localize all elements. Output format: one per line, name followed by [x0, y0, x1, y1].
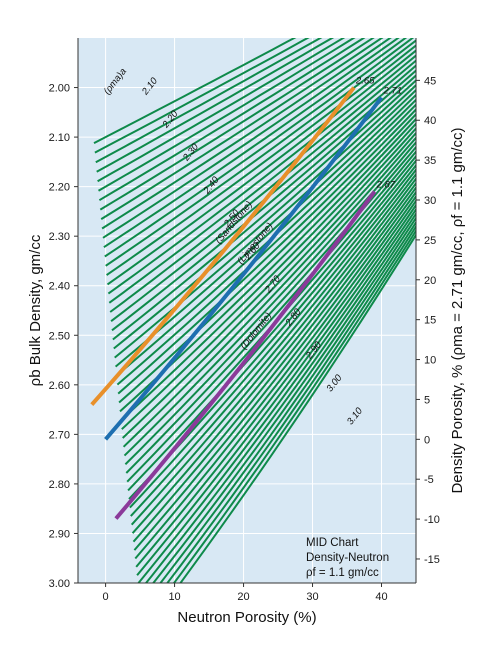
- y-tick-label-right: 15: [424, 315, 436, 327]
- matrix-density-curve: [116, 103, 416, 386]
- matrix-density-curve: [123, 140, 416, 457]
- matrix-density-curve: [135, 199, 416, 568]
- matrix-density-curve: [117, 108, 416, 395]
- x-tick-label: 0: [103, 591, 109, 603]
- lithology-lines: [90, 86, 384, 520]
- matrix-density-curve: [106, 49, 416, 286]
- y-tick-label-right: 45: [424, 75, 436, 87]
- matrix-density-curve: [113, 83, 416, 350]
- y-tick-label-left: 2.30: [49, 231, 70, 243]
- y-tick-label-right: 5: [424, 394, 430, 406]
- y-tick-label-left: 2.10: [49, 132, 70, 144]
- y-tick-label-left: 3.00: [49, 578, 70, 590]
- y-tick-label-right: -15: [424, 554, 440, 566]
- matrix-density-curve: [122, 131, 416, 439]
- matrix-density-curve: [179, 233, 416, 583]
- matrix-density-curve: [118, 112, 416, 404]
- lithology-density-label: 2.71: [383, 85, 403, 96]
- y-tick-label-right: 10: [424, 355, 436, 367]
- matrix-density-curve: [144, 211, 416, 583]
- matrix-density-curve: [103, 38, 408, 249]
- y-tick-label-right: 35: [424, 155, 436, 167]
- y-tick-label-left: 2.60: [49, 380, 70, 392]
- note-line-1: MID Chart: [306, 537, 359, 549]
- matrix-density-curve: [94, 38, 310, 154]
- matrix-density-curve: [106, 44, 416, 276]
- matrix-density-curve: [166, 224, 416, 583]
- x-tick-label: 40: [375, 591, 387, 603]
- axes: 0 10 20 30 40 2.00 2.10 2.20 2.30 2.40 2.50 2.60 2.7…: [49, 38, 440, 603]
- matrix-density-curve: [125, 150, 416, 474]
- matrix-density-curve: [131, 181, 416, 534]
- matrix-density-curve: [152, 216, 416, 583]
- matrix-density-curve: [93, 38, 297, 144]
- matrix-density-curve: [130, 177, 416, 526]
- matrix-density-curve: [97, 38, 346, 183]
- x-axis-label: Neutron Porosity (%): [177, 609, 316, 626]
- matrix-density-curve: [98, 38, 366, 202]
- matrix-density-curve: [129, 168, 416, 509]
- y-tick-label-right: 25: [424, 235, 436, 247]
- matrix-density-curve: [97, 38, 356, 192]
- matrix-density-curve: [112, 79, 416, 341]
- note-line-3: ρf = 1.1 gm/cc: [306, 567, 379, 579]
- y-tick-label-right: -10: [424, 514, 440, 526]
- lithology-line-dolomite: [114, 190, 377, 520]
- y-axis-label-left: ρb Bulk Density, gm/cc: [27, 234, 44, 386]
- matrix-density-curve: [127, 159, 416, 492]
- lithology-density-label: 2.65: [355, 76, 375, 87]
- matrix-density-curve: [159, 220, 416, 583]
- matrix-density-curve: [136, 203, 416, 576]
- y-tick-label-left: 2.70: [49, 429, 70, 441]
- matrix-density-curve: [95, 38, 323, 164]
- x-tick-label: 10: [168, 591, 180, 603]
- y-tick-label-left: 2.40: [49, 281, 70, 293]
- matrix-density-curve: [122, 136, 416, 448]
- matrix-density-curve: [132, 186, 416, 543]
- matrix-density-curve: [96, 38, 335, 173]
- matrix-density-curve: [172, 228, 416, 583]
- y-tick-label-left: 2.20: [49, 182, 70, 194]
- y-tick-label-left: 2.50: [49, 330, 70, 342]
- lithology-line-sandstone: [90, 86, 356, 406]
- matrix-density-curve: [107, 54, 416, 295]
- matrix-density-curve: [105, 39, 416, 267]
- matrix-density-curve: [111, 74, 416, 332]
- matrix-density-curve: [99, 38, 375, 211]
- y-tick-label-right: 0: [424, 434, 430, 446]
- lithology-density-label: 2.87: [376, 180, 396, 191]
- matrix-density-curve: [104, 38, 415, 258]
- matrix-density-curve: [102, 38, 400, 239]
- matrix-density-curve: [120, 122, 416, 422]
- matrix-density-curve: [137, 207, 416, 583]
- matrix-density-curve: [100, 38, 384, 220]
- matrix-density-curve: [101, 38, 392, 230]
- note-line-2: Density-Neutron: [306, 552, 389, 564]
- y-axis-label-right: Density Porosity, % (ρma = 2.71 gm/cc, ρ…: [449, 127, 466, 493]
- matrix-density-curve: [121, 126, 416, 430]
- y-tick-label-left: 2.80: [49, 479, 70, 491]
- matrix-density-curve: [124, 145, 416, 466]
- matrix-density-curve: [108, 59, 416, 304]
- matrix-density-curve: [130, 172, 416, 517]
- y-tick-label-right: 30: [424, 195, 436, 207]
- matrix-density-curve: [133, 190, 416, 551]
- matrix-density-curve: [119, 117, 416, 413]
- y-tick-label-left: 2.00: [49, 83, 70, 95]
- y-tick-label-right: 40: [424, 115, 436, 127]
- y-tick-label-right: 20: [424, 275, 436, 287]
- matrix-density-curve: [110, 69, 416, 322]
- chart-note: MID Chart Density-Neutron ρf = 1.1 gm/cc: [306, 537, 389, 579]
- lithology-line-limestone: [104, 96, 384, 441]
- x-tick-label: 20: [237, 591, 249, 603]
- matrix-density-curve: [134, 194, 416, 560]
- y-tick-label-right: -5: [424, 474, 434, 486]
- matrix-density-curve: [114, 93, 416, 368]
- y-tick-label-left: 2.90: [49, 528, 70, 540]
- x-tick-label: 30: [306, 591, 318, 603]
